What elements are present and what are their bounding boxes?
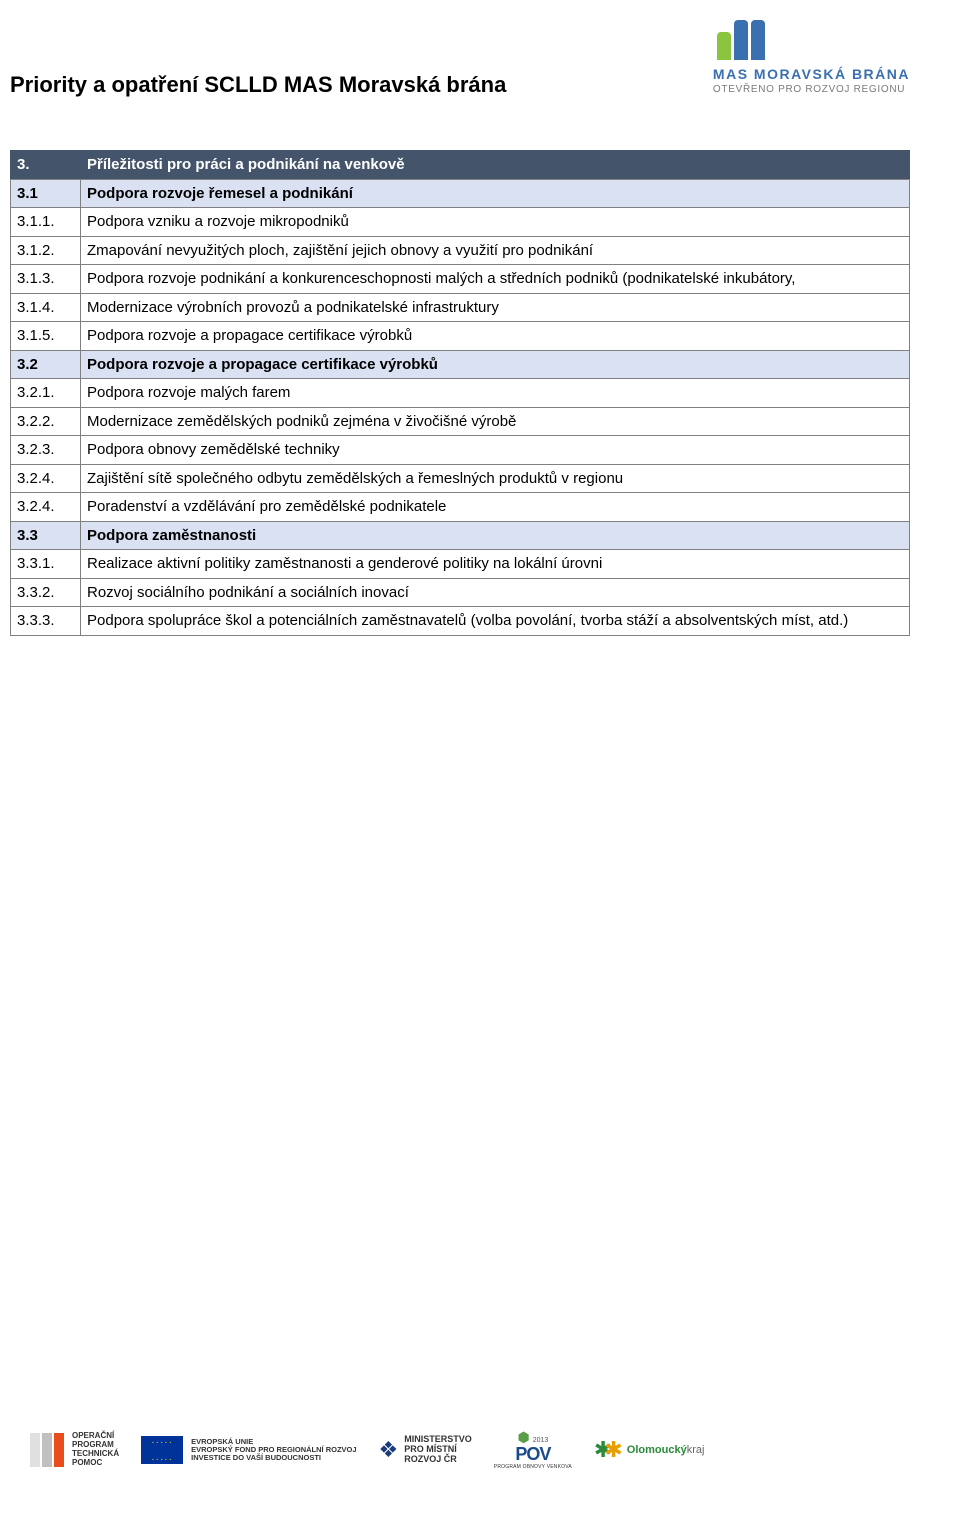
row-text: Modernizace výrobních provozů a podnikat… [81, 293, 910, 322]
page-header: Priority a opatření SCLLD MAS Moravská b… [0, 20, 960, 130]
page: Priority a opatření SCLLD MAS Moravská b… [0, 0, 960, 1520]
mmr-text: MINISTERSTVO PRO MÍSTNÍ ROZVOJ ČR [404, 1435, 472, 1465]
table-row: 3.1.2.Zmapování nevyužitých ploch, zajiš… [11, 236, 910, 265]
row-number: 3.1.4. [11, 293, 81, 322]
row-text: Podpora zaměstnanosti [81, 521, 910, 550]
olk-icon: ✱✱ [594, 1438, 623, 1462]
table-row: 3.2Podpora rozvoje a propagace certifika… [11, 350, 910, 379]
row-number: 3. [11, 151, 81, 180]
page-title: Priority a opatření SCLLD MAS Moravská b… [10, 72, 506, 98]
logo-mark [717, 20, 910, 60]
row-text: Zajištění sítě společného odbytu zeměděl… [81, 464, 910, 493]
table-row: 3.1.3.Podpora rozvoje podnikání a konkur… [11, 265, 910, 294]
optp-icon [30, 1433, 64, 1467]
content: 3.Příležitosti pro práci a podnikání na … [10, 150, 910, 636]
row-text: Podpora obnovy zemědělské techniky [81, 436, 910, 465]
table-row: 3.1.1.Podpora vzniku a rozvoje mikropodn… [11, 208, 910, 237]
row-text: Modernizace zemědělských podniků zejména… [81, 407, 910, 436]
table-row: 3.2.4.Poradenství a vzdělávání pro zeměd… [11, 493, 910, 522]
row-text: Podpora rozvoje a propagace certifikace … [81, 322, 910, 351]
row-number: 3.1 [11, 179, 81, 208]
footer-logo-pov: ⬢ 2013 POV PROGRAM OBNOVY VENKOVA [494, 1430, 572, 1471]
mmr-l3: ROZVOJ ČR [404, 1455, 472, 1465]
row-number: 3.2.2. [11, 407, 81, 436]
mmr-icon: ❖ [379, 1438, 399, 1462]
eu-text: EVROPSKÁ UNIE EVROPSKÝ FOND PRO REGIONÁL… [191, 1438, 356, 1463]
row-number: 3.3.3. [11, 607, 81, 636]
row-text: Podpora spolupráce škol a potenciálních … [81, 607, 910, 636]
table-row: 3.2.2.Modernizace zemědělských podniků z… [11, 407, 910, 436]
footer-logo-eu: EVROPSKÁ UNIE EVROPSKÝ FOND PRO REGIONÁL… [141, 1436, 356, 1464]
row-text: Podpora rozvoje malých farem [81, 379, 910, 408]
pov-leaf-icon: ⬢ [517, 1430, 529, 1445]
table-row: 3.3.1.Realizace aktivní politiky zaměstn… [11, 550, 910, 579]
table-row: 3.2.3.Podpora obnovy zemědělské techniky [11, 436, 910, 465]
row-number: 3.3 [11, 521, 81, 550]
olk-text: Olomouckýkraj [627, 1444, 705, 1456]
row-number: 3.1.2. [11, 236, 81, 265]
row-number: 3.2.3. [11, 436, 81, 465]
brand-logo: MAS MORAVSKÁ BRÁNA OTEVŘENO PRO ROZVOJ R… [713, 20, 910, 95]
row-text: Poradenství a vzdělávání pro zemědělské … [81, 493, 910, 522]
table-row: 3.1.4.Modernizace výrobních provozů a po… [11, 293, 910, 322]
pov-sub: PROGRAM OBNOVY VENKOVA [494, 1465, 572, 1471]
optp-l4: POMOC [72, 1459, 119, 1468]
eu-l3: INVESTICE DO VAŠÍ BUDOUCNOSTI [191, 1454, 356, 1462]
pov-main: POV [515, 1445, 550, 1465]
table-row: 3.1.5.Podpora rozvoje a propagace certif… [11, 322, 910, 351]
row-number: 3.1.5. [11, 322, 81, 351]
row-text: Podpora vzniku a rozvoje mikropodniků [81, 208, 910, 237]
table-row: 3.2.1.Podpora rozvoje malých farem [11, 379, 910, 408]
data-table: 3.Příležitosti pro práci a podnikání na … [10, 150, 910, 636]
row-text: Realizace aktivní politiky zaměstnanosti… [81, 550, 910, 579]
logo-brand-text: MAS MORAVSKÁ BRÁNA [713, 66, 910, 82]
row-number: 3.1.3. [11, 265, 81, 294]
footer: OPERAČNÍ PROGRAM TECHNICKÁ POMOC EVROPSK… [30, 1415, 930, 1485]
row-number: 3.2.4. [11, 493, 81, 522]
row-text: Zmapování nevyužitých ploch, zajištění j… [81, 236, 910, 265]
logo-bar [734, 20, 748, 60]
row-text: Příležitosti pro práci a podnikání na ve… [81, 151, 910, 180]
footer-logo-mmr: ❖ MINISTERSTVO PRO MÍSTNÍ ROZVOJ ČR [379, 1435, 472, 1465]
row-text: Podpora rozvoje řemesel a podnikání [81, 179, 910, 208]
table-row: 3.1Podpora rozvoje řemesel a podnikání [11, 179, 910, 208]
logo-bar [751, 20, 765, 60]
row-number: 3.2.1. [11, 379, 81, 408]
row-number: 3.2 [11, 350, 81, 379]
table-row: 3.Příležitosti pro práci a podnikání na … [11, 151, 910, 180]
row-text: Rozvoj sociálního podnikání a sociálních… [81, 578, 910, 607]
logo-tagline: OTEVŘENO PRO ROZVOJ REGIONU [713, 84, 910, 95]
table-row: 3.2.4.Zajištění sítě společného odbytu z… [11, 464, 910, 493]
footer-logo-olk: ✱✱ Olomouckýkraj [594, 1438, 705, 1462]
table-row: 3.3.3.Podpora spolupráce škol a potenciá… [11, 607, 910, 636]
optp-text: OPERAČNÍ PROGRAM TECHNICKÁ POMOC [72, 1432, 119, 1467]
eu-flag-icon [141, 1436, 183, 1464]
row-number: 3.1.1. [11, 208, 81, 237]
row-text: Podpora rozvoje podnikání a konkurencesc… [81, 265, 910, 294]
table-row: 3.3.2.Rozvoj sociálního podnikání a soci… [11, 578, 910, 607]
row-text: Podpora rozvoje a propagace certifikace … [81, 350, 910, 379]
table-row: 3.3Podpora zaměstnanosti [11, 521, 910, 550]
logo-bar [717, 32, 731, 60]
footer-logo-optp: OPERAČNÍ PROGRAM TECHNICKÁ POMOC [30, 1432, 119, 1467]
row-number: 3.3.2. [11, 578, 81, 607]
row-number: 3.2.4. [11, 464, 81, 493]
row-number: 3.3.1. [11, 550, 81, 579]
